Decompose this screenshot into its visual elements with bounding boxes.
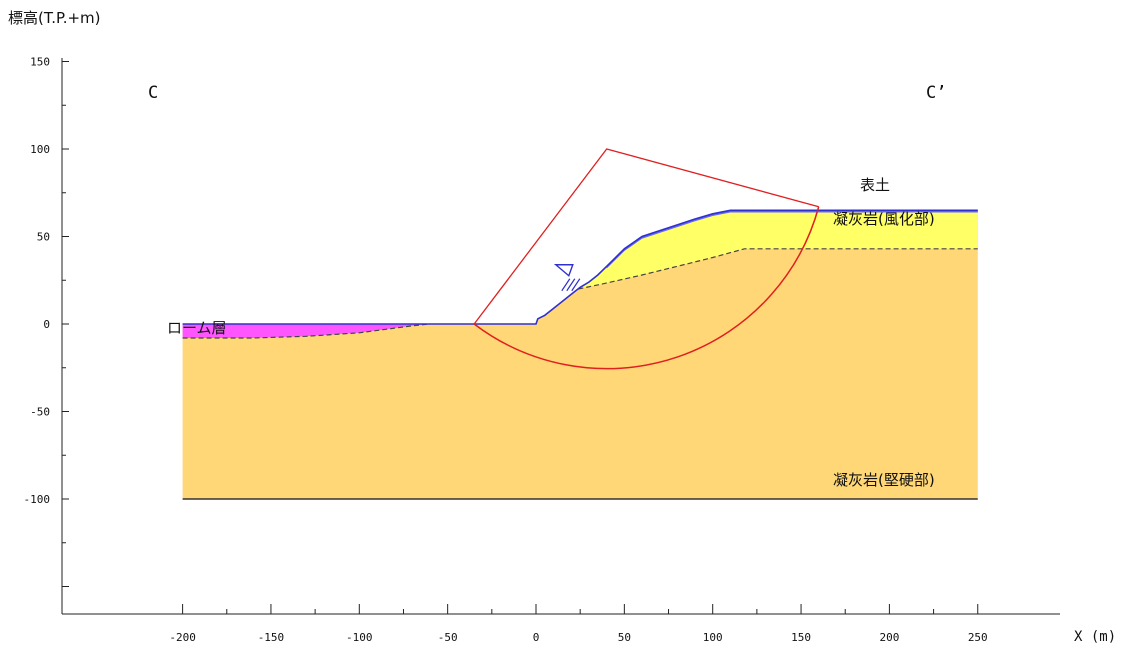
y-tick-label: -50 — [30, 406, 50, 419]
x-tick-label: -150 — [258, 631, 285, 644]
water-level-hatch — [566, 278, 576, 292]
y-tick-label: 50 — [37, 231, 50, 244]
layer-label-loam: ローム層 — [167, 319, 227, 337]
loam-base-line — [182, 323, 431, 339]
water-level-hatch — [571, 278, 581, 292]
slip-circle-radius-lines — [473, 148, 819, 325]
x-tick-label: -200 — [169, 631, 196, 644]
y-tick-label: 150 — [30, 56, 50, 69]
section-start-label: C — [148, 83, 158, 103]
layer-label-topsoil: 表土 — [860, 176, 890, 194]
y-axis-label: 標高(T.P.+m) — [8, 9, 101, 27]
water-level-hatch — [561, 278, 571, 292]
x-tick-label: 200 — [879, 631, 899, 644]
water-level-triangle-icon — [553, 264, 574, 277]
slip-circle-arc — [473, 206, 820, 370]
section-end-label: C’ — [926, 83, 946, 103]
ground-surface-line — [182, 209, 978, 325]
layer-weathered-tuff — [578, 210, 978, 289]
x-tick-label: -50 — [438, 631, 458, 644]
layer-hard-tuff — [182, 210, 978, 500]
y-tick-label: 0 — [43, 318, 50, 331]
layer-label-weathered-tuff: 凝灰岩(風化部) — [833, 210, 935, 228]
weathered-tuff-base-line — [578, 248, 978, 290]
y-tick-label: -100 — [24, 493, 51, 506]
x-tick-label: 100 — [703, 631, 723, 644]
x-axis-label: X (m) — [1074, 629, 1116, 645]
x-tick-label: 250 — [968, 631, 988, 644]
layer-loam — [182, 324, 430, 338]
x-tick-label: 0 — [533, 631, 540, 644]
x-tick-label: 50 — [618, 631, 631, 644]
layer-label-hard-tuff: 凝灰岩(堅硬部) — [833, 471, 935, 489]
y-tick-label: 100 — [30, 143, 50, 156]
x-tick-label: -100 — [346, 631, 373, 644]
x-tick-label: 150 — [791, 631, 811, 644]
